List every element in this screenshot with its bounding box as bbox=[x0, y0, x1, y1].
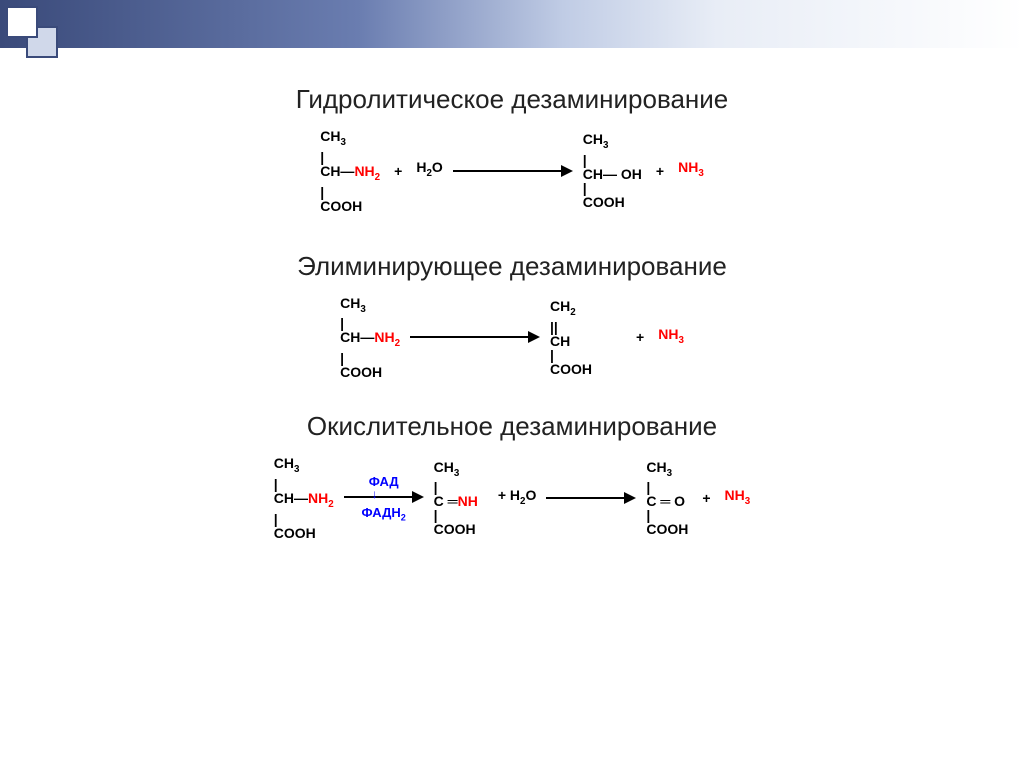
byproduct-ammonia: NH3 bbox=[678, 160, 704, 181]
reaction-arrow-icon bbox=[546, 491, 636, 505]
reaction-arrow-icon bbox=[410, 330, 540, 344]
molecule-reactant: CH3 | CH—NH2 | COOH bbox=[340, 296, 400, 380]
byproduct-ammonia: NH3 bbox=[658, 327, 684, 348]
section-title: Окислительное дезаминирование bbox=[0, 411, 1024, 442]
plus-sign: + bbox=[698, 490, 714, 506]
section-title: Элиминирующее дезаминирование bbox=[0, 251, 1024, 282]
molecule-reactant: CH3 | CH—NH2 | COOH bbox=[320, 129, 380, 213]
decoration-square-icon bbox=[6, 6, 38, 38]
reaction-arrow-icon bbox=[453, 164, 573, 178]
slide-content: Гидролитическое дезаминирование CH3 | CH… bbox=[0, 60, 1024, 767]
reaction-row: CH3 | CH—NH2 | COOH + H2O CH3 | CH— OH |… bbox=[0, 129, 1024, 213]
cofactor-down-arrow-icon: ↓ bbox=[372, 489, 378, 499]
cofactor-stack: ФАД ↓ ФАДН2 bbox=[344, 474, 424, 523]
plus-sign: + bbox=[652, 163, 668, 179]
reaction-row: CH3 | CH—NH2 | COOH CH2 || CH | COOH + N… bbox=[0, 296, 1024, 380]
reaction-arrow-icon bbox=[344, 490, 424, 504]
cofactor-fadh2: ФАДН2 bbox=[361, 505, 405, 523]
molecule-reactant: CH3 | CH—NH2 | COOH bbox=[274, 456, 334, 540]
reagent-water: H2O bbox=[416, 160, 442, 181]
plus-sign: + bbox=[632, 329, 648, 345]
section-title: Гидролитическое дезаминирование bbox=[0, 84, 1024, 115]
reagent-water: + H2O bbox=[498, 488, 537, 509]
reaction-row: CH3 | CH—NH2 | COOH ФАД ↓ ФАДН2 CH3 | C … bbox=[0, 456, 1024, 540]
molecule-product: CH3 | C ═ O | COOH bbox=[646, 460, 688, 537]
slide-topbar bbox=[0, 0, 1024, 48]
molecule-product: CH3 | CH— OH | COOH bbox=[583, 132, 642, 209]
molecule-intermediate: CH3 | C ═NH | COOH bbox=[434, 460, 478, 537]
byproduct-ammonia: NH3 bbox=[725, 488, 751, 509]
plus-sign: + bbox=[390, 163, 406, 179]
molecule-product: CH2 || CH | COOH bbox=[550, 299, 592, 376]
